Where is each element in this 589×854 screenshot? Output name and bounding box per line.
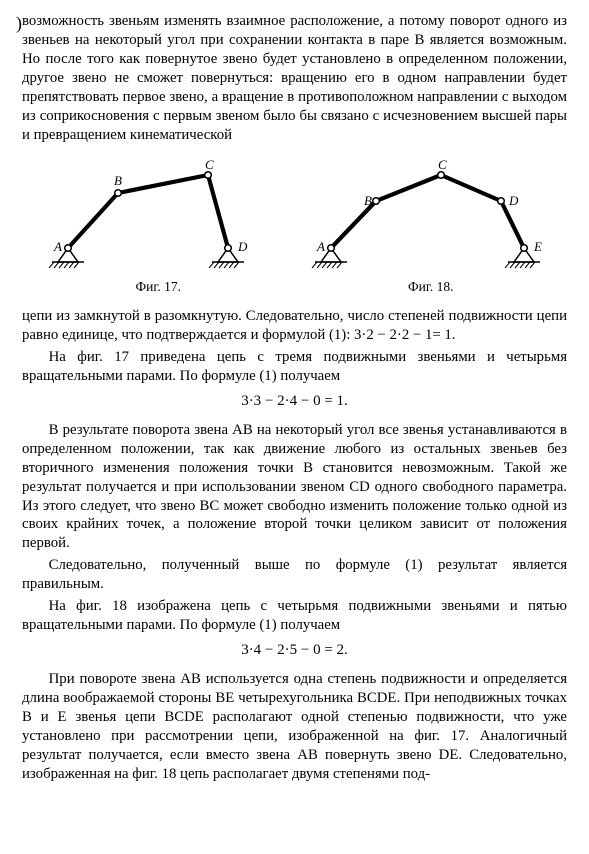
figure-18-cell: A B C D E Фиг. 18.	[295, 153, 568, 305]
formula-2: 3·4 − 2·5 − 0 = 2.	[22, 641, 567, 660]
paragraph-5: Следовательно, полученный выше по формул…	[22, 556, 567, 594]
paragraph-3: На фиг. 17 приведена цепь с тремя подвиж…	[22, 348, 567, 386]
figure-row: A B C D Фиг. 17. A B C D E Фиг. 18.	[22, 153, 567, 305]
svg-text:D: D	[237, 239, 248, 254]
svg-text:B: B	[114, 173, 122, 188]
stray-bracket: )	[16, 12, 22, 35]
figure-18-caption: Фиг. 18.	[295, 278, 568, 295]
svg-text:E: E	[533, 239, 542, 254]
page: ) возможность звеньям изменять взаимное …	[0, 0, 589, 797]
figure-17-caption: Фиг. 17.	[22, 278, 295, 295]
paragraph-1: возможность звеньям изменять взаимное ра…	[22, 12, 567, 145]
figure-17-cell: A B C D Фиг. 17.	[22, 153, 295, 305]
svg-text:D: D	[508, 193, 519, 208]
paragraph-6: На фиг. 18 изображена цепь с четырьмя по…	[22, 597, 567, 635]
svg-text:A: A	[316, 239, 325, 254]
svg-text:C: C	[438, 157, 447, 172]
svg-text:C: C	[205, 157, 214, 172]
figure-18: A B C D E	[306, 153, 556, 273]
paragraph-7: При повороте звена AB используется одна …	[22, 670, 567, 784]
figure-17: A B C D	[43, 153, 273, 273]
svg-text:B: B	[364, 193, 372, 208]
paragraph-2: цепи из замкнутой в разомкнутую. Следова…	[22, 307, 567, 345]
paragraph-4: В результате поворота звена AB на некото…	[22, 421, 567, 554]
svg-text:A: A	[53, 239, 62, 254]
formula-1: 3·3 − 2·4 − 0 = 1.	[22, 392, 567, 411]
